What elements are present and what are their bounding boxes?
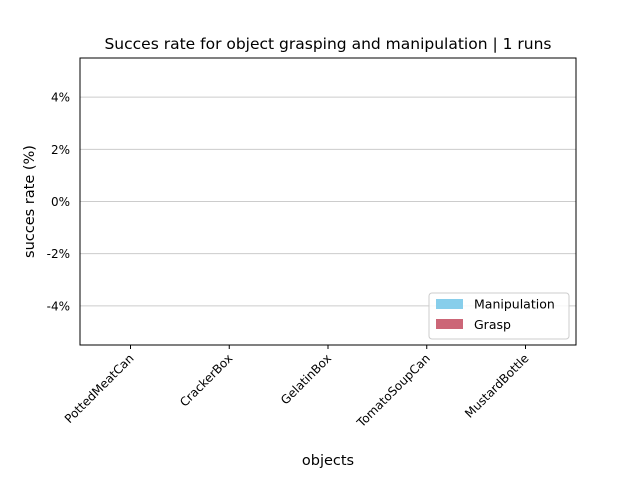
y-tick-label: -4%: [47, 299, 70, 313]
y-tick-label: -2%: [47, 247, 70, 261]
y-axis-label: succes rate (%): [22, 145, 38, 258]
legend-swatch-grasp: [436, 319, 463, 329]
legend-label-manipulation: Manipulation: [474, 297, 555, 312]
y-tick-label: 2%: [51, 143, 70, 157]
legend-box: [428, 292, 570, 340]
chart-title: Succes rate for object grasping and mani…: [104, 35, 551, 53]
legend-label-grasp: Grasp: [474, 317, 511, 332]
legend: Manipulation Grasp: [428, 292, 570, 340]
y-tick-label: 0%: [51, 195, 70, 209]
legend-swatch-manipulation: [436, 299, 463, 309]
y-axis-ticks: -4% -2% 0% 2% 4%: [47, 91, 70, 314]
y-tick-label: 4%: [51, 91, 70, 105]
x-axis-label: objects: [302, 453, 354, 469]
